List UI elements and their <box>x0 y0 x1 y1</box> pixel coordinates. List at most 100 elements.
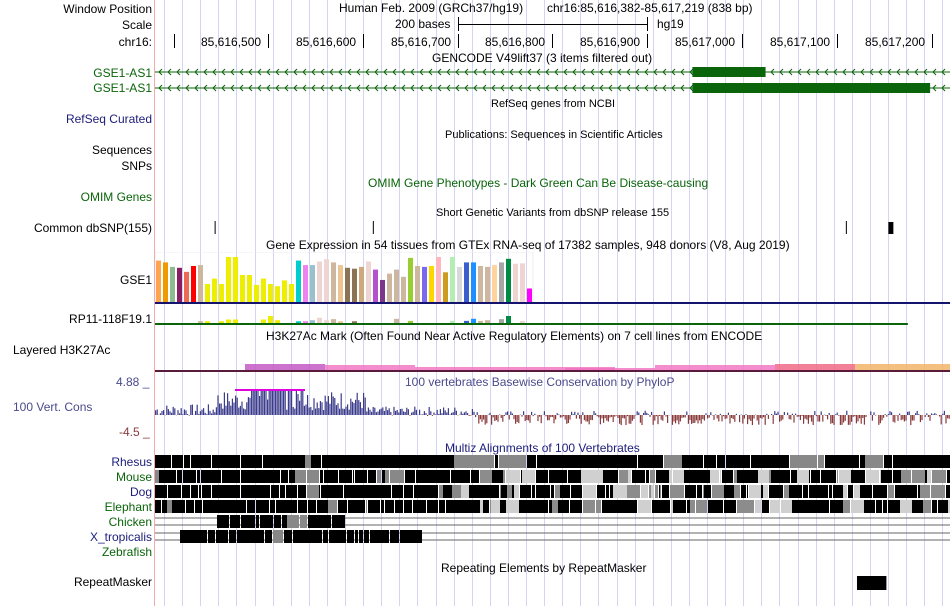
phylop-bar <box>460 411 462 415</box>
strand-arrow-icon <box>842 68 847 76</box>
multiz-block <box>283 485 285 498</box>
phylop-bar <box>492 415 494 418</box>
publications-title[interactable]: Publications: Sequences in Scientific Ar… <box>445 129 663 141</box>
multiz-block <box>613 485 627 498</box>
phylop-bar <box>852 415 854 417</box>
phylop-bar <box>651 411 653 415</box>
strand-arrow-icon <box>473 84 478 92</box>
multiz-block <box>597 485 605 498</box>
multiz-species-label[interactable]: Dog <box>129 485 152 499</box>
gtex-title[interactable]: Gene Expression in 54 tissues from GTEx … <box>266 238 790 252</box>
phylop-bar <box>831 415 833 424</box>
phylop-bar <box>412 411 414 415</box>
multiz-title[interactable]: Multiz Alignments of 100 Vertebrates <box>445 441 640 455</box>
multiz-block <box>755 500 761 513</box>
phylop-bar <box>548 415 550 421</box>
phylop-bar <box>833 415 835 425</box>
strand-arrow-icon <box>446 84 451 92</box>
multiz-block <box>217 515 227 528</box>
strand-arrow-icon <box>662 84 667 92</box>
gtex-bar-rp11 <box>394 318 399 323</box>
refseq-label[interactable]: RefSeq Curated <box>65 112 152 126</box>
phylop-bar <box>219 403 221 415</box>
multiz-block <box>483 485 487 498</box>
multiz-block <box>307 470 319 483</box>
phylop-bar <box>702 415 704 420</box>
multiz-block <box>284 530 292 543</box>
multiz-block <box>948 500 950 513</box>
multiz-block <box>338 500 347 513</box>
multiz-block <box>912 470 923 483</box>
multiz-block <box>784 485 789 498</box>
phylop-bar <box>636 411 638 415</box>
ruler-tick <box>742 34 743 48</box>
gtex-bar-rp11 <box>226 319 231 323</box>
dbsnp-title[interactable]: Short Genetic Variants from dbSNP releas… <box>436 207 670 219</box>
phylop-bar <box>553 415 555 424</box>
gencode-title[interactable]: GENCODE V49lift37 (3 items filtered out) <box>432 51 653 65</box>
gencode-item-label-1[interactable]: GSE1-AS1 <box>93 66 152 80</box>
h3k27ac-title[interactable]: H3K27Ac Mark (Often Found Near Active Re… <box>266 329 763 343</box>
multiz-block <box>308 515 317 528</box>
multiz-block <box>453 455 454 468</box>
phylop-bar <box>388 408 390 415</box>
phylop-bar <box>415 409 417 415</box>
h3k27ac-track[interactable] <box>155 360 950 374</box>
multiz-species-label[interactable]: Mouse <box>115 470 152 484</box>
phylop-bar <box>387 410 389 415</box>
repeatmasker-title[interactable]: Repeating Elements by RepeatMasker <box>441 561 647 575</box>
phylop-bar <box>279 391 281 415</box>
multiz-block <box>682 455 703 468</box>
gencode-track[interactable] <box>155 64 950 96</box>
multiz-block <box>884 455 892 468</box>
strand-arrow-icon <box>311 84 316 92</box>
multiz-species-label[interactable]: Chicken <box>108 515 152 529</box>
multiz-block <box>758 470 769 483</box>
gtex-bar-gse1 <box>527 288 532 302</box>
label-divider[interactable] <box>154 0 155 606</box>
h3k27ac-base <box>155 370 950 372</box>
repeatmasker-label[interactable]: RepeatMasker <box>73 575 152 589</box>
multiz-block <box>191 485 194 498</box>
gtex-gene-label-gse1[interactable]: GSE1 <box>119 273 152 287</box>
phylop-label[interactable]: 100 Vert. Cons <box>13 400 93 414</box>
phylop-bar <box>345 406 347 415</box>
phylop-bar <box>772 415 774 424</box>
multiz-block <box>724 500 736 513</box>
multiz-block <box>324 470 338 483</box>
dbsnp-label[interactable]: Common dbSNP(155) <box>33 221 152 235</box>
h3k27ac-label[interactable]: Layered H3K27Ac <box>13 343 111 357</box>
phylop-track[interactable] <box>155 388 950 440</box>
gtex-gene-label-rp11[interactable]: RP11-118F19.1 <box>69 312 152 326</box>
omim-title[interactable]: OMIM Gene Phenotypes - Dark Green Can Be… <box>368 176 709 190</box>
multiz-track[interactable] <box>155 454 950 559</box>
phylop-bar <box>694 415 696 423</box>
multiz-species-label[interactable]: X_tropicalis <box>89 530 152 544</box>
multiz-block <box>888 485 894 498</box>
phylop-bar <box>463 412 465 415</box>
publications-label-sequences[interactable]: Sequences <box>91 143 152 157</box>
gtex-track[interactable] <box>155 252 950 328</box>
multiz-block <box>188 500 194 513</box>
gtex-bar-rp11 <box>261 319 266 323</box>
phylop-bar <box>406 407 408 415</box>
multiz-block <box>704 455 716 468</box>
gtex-bar-gse1 <box>499 262 504 302</box>
refseq-title[interactable]: RefSeq genes from NCBI <box>491 98 616 110</box>
phylop-title[interactable]: 100 vertebrates Basewise Conservation by… <box>405 375 675 389</box>
strand-arrow-icon <box>392 68 397 76</box>
multiz-block <box>197 470 200 483</box>
phylop-bar <box>191 404 193 415</box>
publications-label-snps[interactable]: SNPs <box>121 159 152 173</box>
multiz-species-label[interactable]: Elephant <box>104 500 152 514</box>
multiz-species-label[interactable]: Zebrafish <box>101 545 152 559</box>
repeatmasker-track[interactable] <box>155 574 950 592</box>
gtex-bar-rp11 <box>408 320 413 323</box>
phylop-bar <box>343 408 345 415</box>
multiz-species-label[interactable]: Rhesus <box>111 455 152 469</box>
gencode-item-label-2[interactable]: GSE1-AS1 <box>93 81 152 95</box>
omim-label[interactable]: OMIM Genes <box>80 190 152 204</box>
dbsnp-track[interactable] <box>155 220 950 236</box>
phylop-bar <box>559 415 561 418</box>
strand-arrow-icon <box>203 84 208 92</box>
